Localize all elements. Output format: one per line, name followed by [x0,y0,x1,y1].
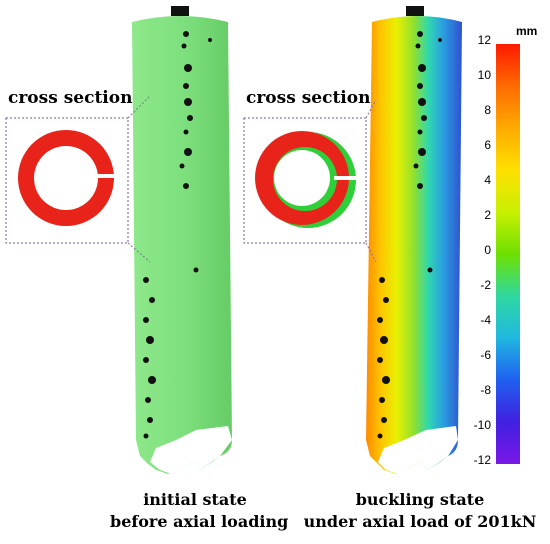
colorbar-tick: 6 [484,138,491,152]
caption-initial-line2: before axial loading [110,512,289,531]
colorbar-tick: -2 [480,278,491,292]
colorbar-unit: mm [516,24,538,38]
top-cap-left [171,6,189,16]
cross-section-title-buckling: cross section [246,88,371,108]
caption-buckling-line1: buckling state [355,490,485,509]
caption-initial-line1: initial state [143,490,247,509]
colorbar-tick: -10 [473,418,491,432]
colorbar-tick: 4 [484,173,491,187]
initial-cylinder [132,6,232,474]
buckling-cylinder [366,6,462,474]
colorbar-tick: -12 [473,453,491,467]
colorbar-tick: -8 [480,383,491,397]
inset-initial [5,95,151,263]
top-cap-right [406,6,424,16]
colorbar-tick: 10 [477,68,491,82]
colorbar-tick: -6 [480,348,491,362]
caption-buckling-line2: under axial load of 201kN [303,512,537,531]
colorbar-tick: 0 [484,243,491,257]
colorbar-tick: 8 [484,103,491,117]
colorbar [496,44,520,464]
inset-buckling [243,99,377,263]
cross-section-title-initial: cross section [8,88,133,108]
colorbar-tick: -4 [480,313,491,327]
colorbar-tick: 12 [477,33,491,47]
colorbar-tick: 2 [484,208,491,222]
